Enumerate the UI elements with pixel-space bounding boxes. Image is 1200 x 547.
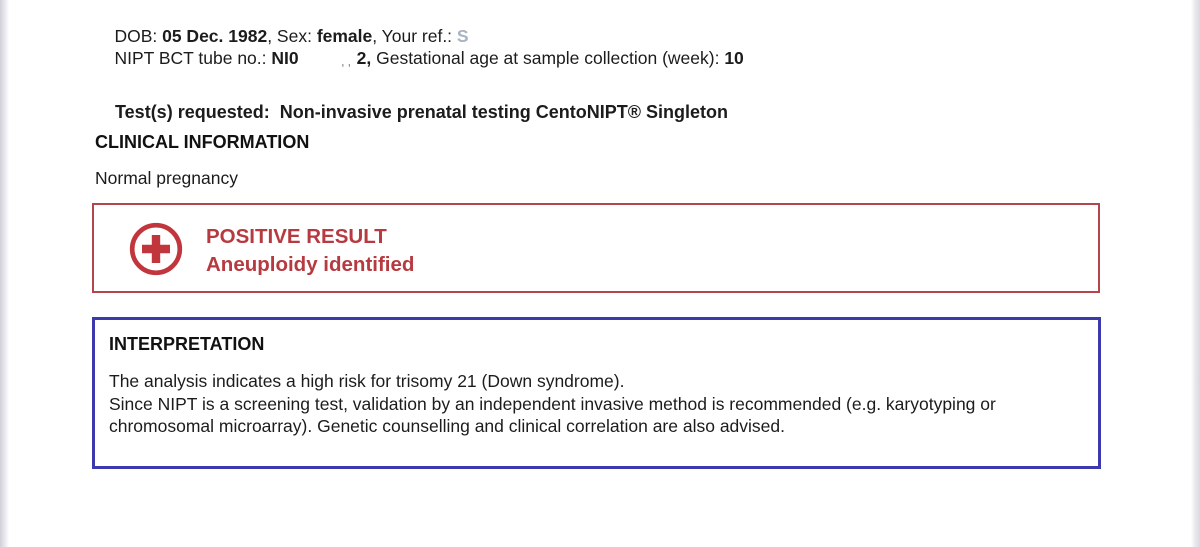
interpretation-box: INTERPRETATION The analysis indicates a … (92, 317, 1101, 469)
tube-label: NIPT BCT tube no.: (114, 48, 272, 68)
tube-gestation-line: NIPT BCT tube no.: NI0 '' 2, Gestational a… (95, 25, 744, 91)
plus-circle-icon (129, 222, 183, 276)
test-requested-line: Test(s) requested: Non-invasive prenatal… (95, 79, 728, 145)
gestational-label: Gestational age at sample collection (we… (371, 48, 725, 68)
clinical-information-heading: CLINICAL INFORMATION (95, 132, 310, 152)
interpretation-line2: Since NIPT is a screening test, validati… (109, 393, 996, 437)
page-right-edge (1191, 0, 1200, 547)
clinical-information-value: Normal pregnancy (95, 168, 238, 188)
result-subtitle: Aneuploidy identified (206, 253, 415, 276)
positive-result-box: POSITIVE RESULT Aneuploidy identified (92, 203, 1100, 293)
interpretation-line1: The analysis indicates a high risk for t… (109, 371, 625, 391)
interpretation-body: The analysis indicates a high risk for t… (109, 370, 1087, 438)
interpretation-heading: INTERPRETATION (109, 334, 265, 354)
ref-label: , Your ref.: (372, 26, 457, 46)
result-text-block: POSITIVE RESULT Aneuploidy identified (206, 223, 414, 279)
dob-value: 05 Dec. 1982 (162, 26, 268, 46)
tube-redaction-marks: '' (341, 61, 355, 76)
tube-value-suffix: 2, (356, 48, 372, 68)
gestational-value: 10 (724, 48, 744, 68)
sex-label: , Sex: (267, 26, 317, 46)
patient-dob-line: DOB: 05 Dec. 1982, Sex: female, Your ref… (95, 3, 469, 69)
sex-value: female (316, 26, 373, 46)
result-title: POSITIVE RESULT (206, 225, 387, 248)
dob-label: DOB: (114, 26, 163, 46)
page-left-edge (0, 0, 9, 547)
tube-value-prefix: NI0 (271, 48, 299, 68)
test-requested-label: Test(s) requested: (115, 102, 280, 122)
ref-value-redacted: S (456, 26, 469, 46)
test-requested-value: Non-invasive prenatal testing CentoNIPT®… (279, 102, 729, 122)
